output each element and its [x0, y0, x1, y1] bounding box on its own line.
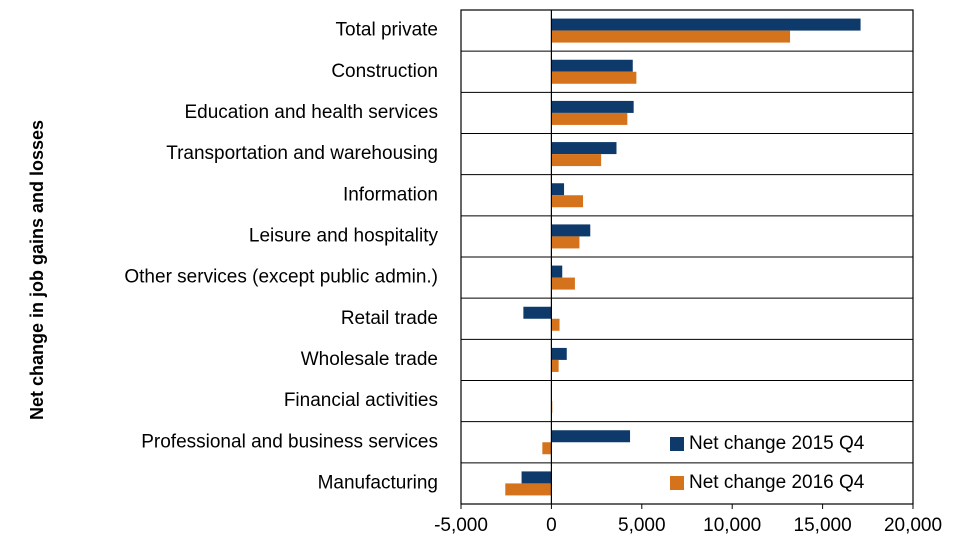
y-tick-label: Leisure and hospitality: [249, 225, 439, 246]
legend-swatch: [670, 476, 684, 490]
bar: [551, 318, 560, 331]
plot-frame: [460, 9, 914, 505]
y-tick-label: Other services (except public admin.): [124, 267, 438, 288]
y-tick-label: Wholesale trade: [301, 349, 438, 370]
y-tick-label: Professional and business services: [141, 431, 438, 452]
bar: [551, 183, 565, 196]
bar: [551, 142, 617, 155]
bar: [551, 347, 567, 360]
x-tick-label: -5,000: [434, 515, 488, 536]
bar: [551, 18, 861, 31]
bar: [551, 71, 637, 84]
x-tick-label: 10,000: [703, 515, 761, 536]
y-tick-label: Manufacturing: [318, 472, 438, 493]
x-tick-label: 5,000: [618, 515, 666, 536]
y-tick-label: Information: [343, 184, 438, 205]
y-axis-title: Net change in job gains and losses: [27, 120, 47, 420]
bar: [551, 430, 631, 443]
bar: [551, 224, 591, 237]
bar: [551, 236, 580, 249]
x-tick-label: 20,000: [884, 515, 942, 536]
bar: [551, 195, 584, 208]
bar: [551, 30, 791, 43]
y-tick-label: Transportation and warehousing: [166, 143, 438, 164]
bar: [551, 154, 602, 167]
y-tick-label: Total private: [336, 20, 438, 41]
bar: [523, 306, 552, 319]
bar: [521, 471, 552, 484]
x-tick-label: 0: [546, 515, 557, 536]
y-tick-label: Retail trade: [341, 308, 438, 329]
y-tick-label: Construction: [331, 61, 438, 82]
bar: [551, 277, 575, 290]
y-tick-label: Education and health services: [185, 102, 439, 123]
bar: [542, 442, 552, 455]
legend-label: Net change 2015 Q4: [689, 433, 865, 454]
bar: [551, 265, 563, 278]
x-tick-label: 15,000: [794, 515, 852, 536]
bar: [551, 359, 559, 372]
legend-label: Net change 2016 Q4: [689, 472, 865, 493]
bar: [551, 59, 633, 72]
bar: [551, 112, 628, 125]
bar: [505, 483, 552, 496]
bar: [551, 100, 634, 113]
legend-swatch: [670, 437, 684, 451]
y-tick-label: Financial activities: [284, 390, 438, 411]
